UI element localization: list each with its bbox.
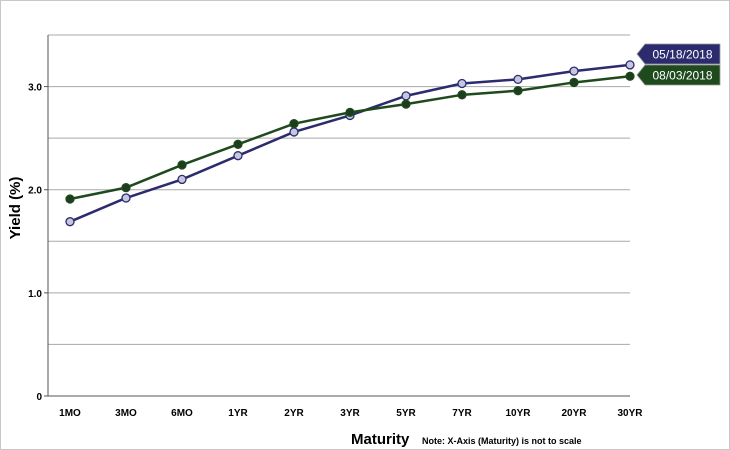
x-axis-title: Maturity xyxy=(351,431,410,448)
series-end-labels: 05/18/2018 08/03/2018 xyxy=(636,43,721,86)
grid-lines xyxy=(48,34,630,345)
series-line xyxy=(69,75,631,201)
x-axis-note: Note: X-Axis (Maturity) is not to scale xyxy=(422,436,582,446)
series-layer xyxy=(65,60,635,227)
x-tick-label: 30YR xyxy=(617,408,643,419)
data-point xyxy=(401,91,411,101)
data-point xyxy=(289,127,299,137)
data-point xyxy=(513,86,523,96)
y-axis-title: Yield (%) xyxy=(7,177,24,240)
data-point xyxy=(625,60,635,70)
x-tick-label: 5YR xyxy=(396,408,416,419)
x-tick-label: 7YR xyxy=(452,408,472,419)
y-tick-label: 0 xyxy=(36,392,42,403)
x-tick-label: 1YR xyxy=(228,408,248,419)
x-tick-label: 2YR xyxy=(284,408,304,419)
x-tick-label: 20YR xyxy=(561,408,587,419)
data-point xyxy=(457,78,467,89)
x-tick-label: 1MO xyxy=(59,408,81,419)
series-label-text: 05/18/2018 xyxy=(652,48,712,62)
series-line xyxy=(69,63,631,223)
data-point xyxy=(177,160,187,170)
series-label-box xyxy=(636,43,721,65)
data-point xyxy=(625,71,635,81)
y-tick-label: 2.0 xyxy=(28,186,42,197)
data-point xyxy=(289,119,299,129)
data-point xyxy=(457,90,467,100)
data-point xyxy=(65,217,75,227)
series-2 xyxy=(65,71,635,204)
x-tick-label: 10YR xyxy=(505,408,531,419)
data-point xyxy=(177,174,187,185)
data-point xyxy=(233,139,243,149)
series-label-box xyxy=(636,64,721,86)
x-tick-label: 3YR xyxy=(340,408,360,419)
y-tick-label: 1.0 xyxy=(28,289,42,300)
data-point xyxy=(233,151,243,161)
y-tick-labels: 0 1.0 2.0 3.0 xyxy=(28,83,48,403)
x-tick-label: 3MO xyxy=(115,408,137,419)
axes xyxy=(47,35,630,397)
data-point xyxy=(401,99,411,109)
series-label-text: 08/03/2018 xyxy=(652,69,712,83)
data-point xyxy=(569,66,579,76)
data-point xyxy=(121,193,131,203)
series-label-2: 08/03/2018 xyxy=(636,64,721,86)
data-point xyxy=(345,107,355,118)
data-point xyxy=(513,74,523,85)
x-tick-label: 6MO xyxy=(171,408,193,419)
data-point xyxy=(121,183,131,193)
x-tick-labels: 1MO 3MO 6MO 1YR 2YR 3YR 5YR 7YR 10YR 20YR 30YR xyxy=(59,408,643,419)
y-tick-label: 3.0 xyxy=(28,83,42,94)
series-label-1: 05/18/2018 xyxy=(636,43,721,65)
data-point xyxy=(569,77,579,88)
data-point xyxy=(65,194,75,204)
